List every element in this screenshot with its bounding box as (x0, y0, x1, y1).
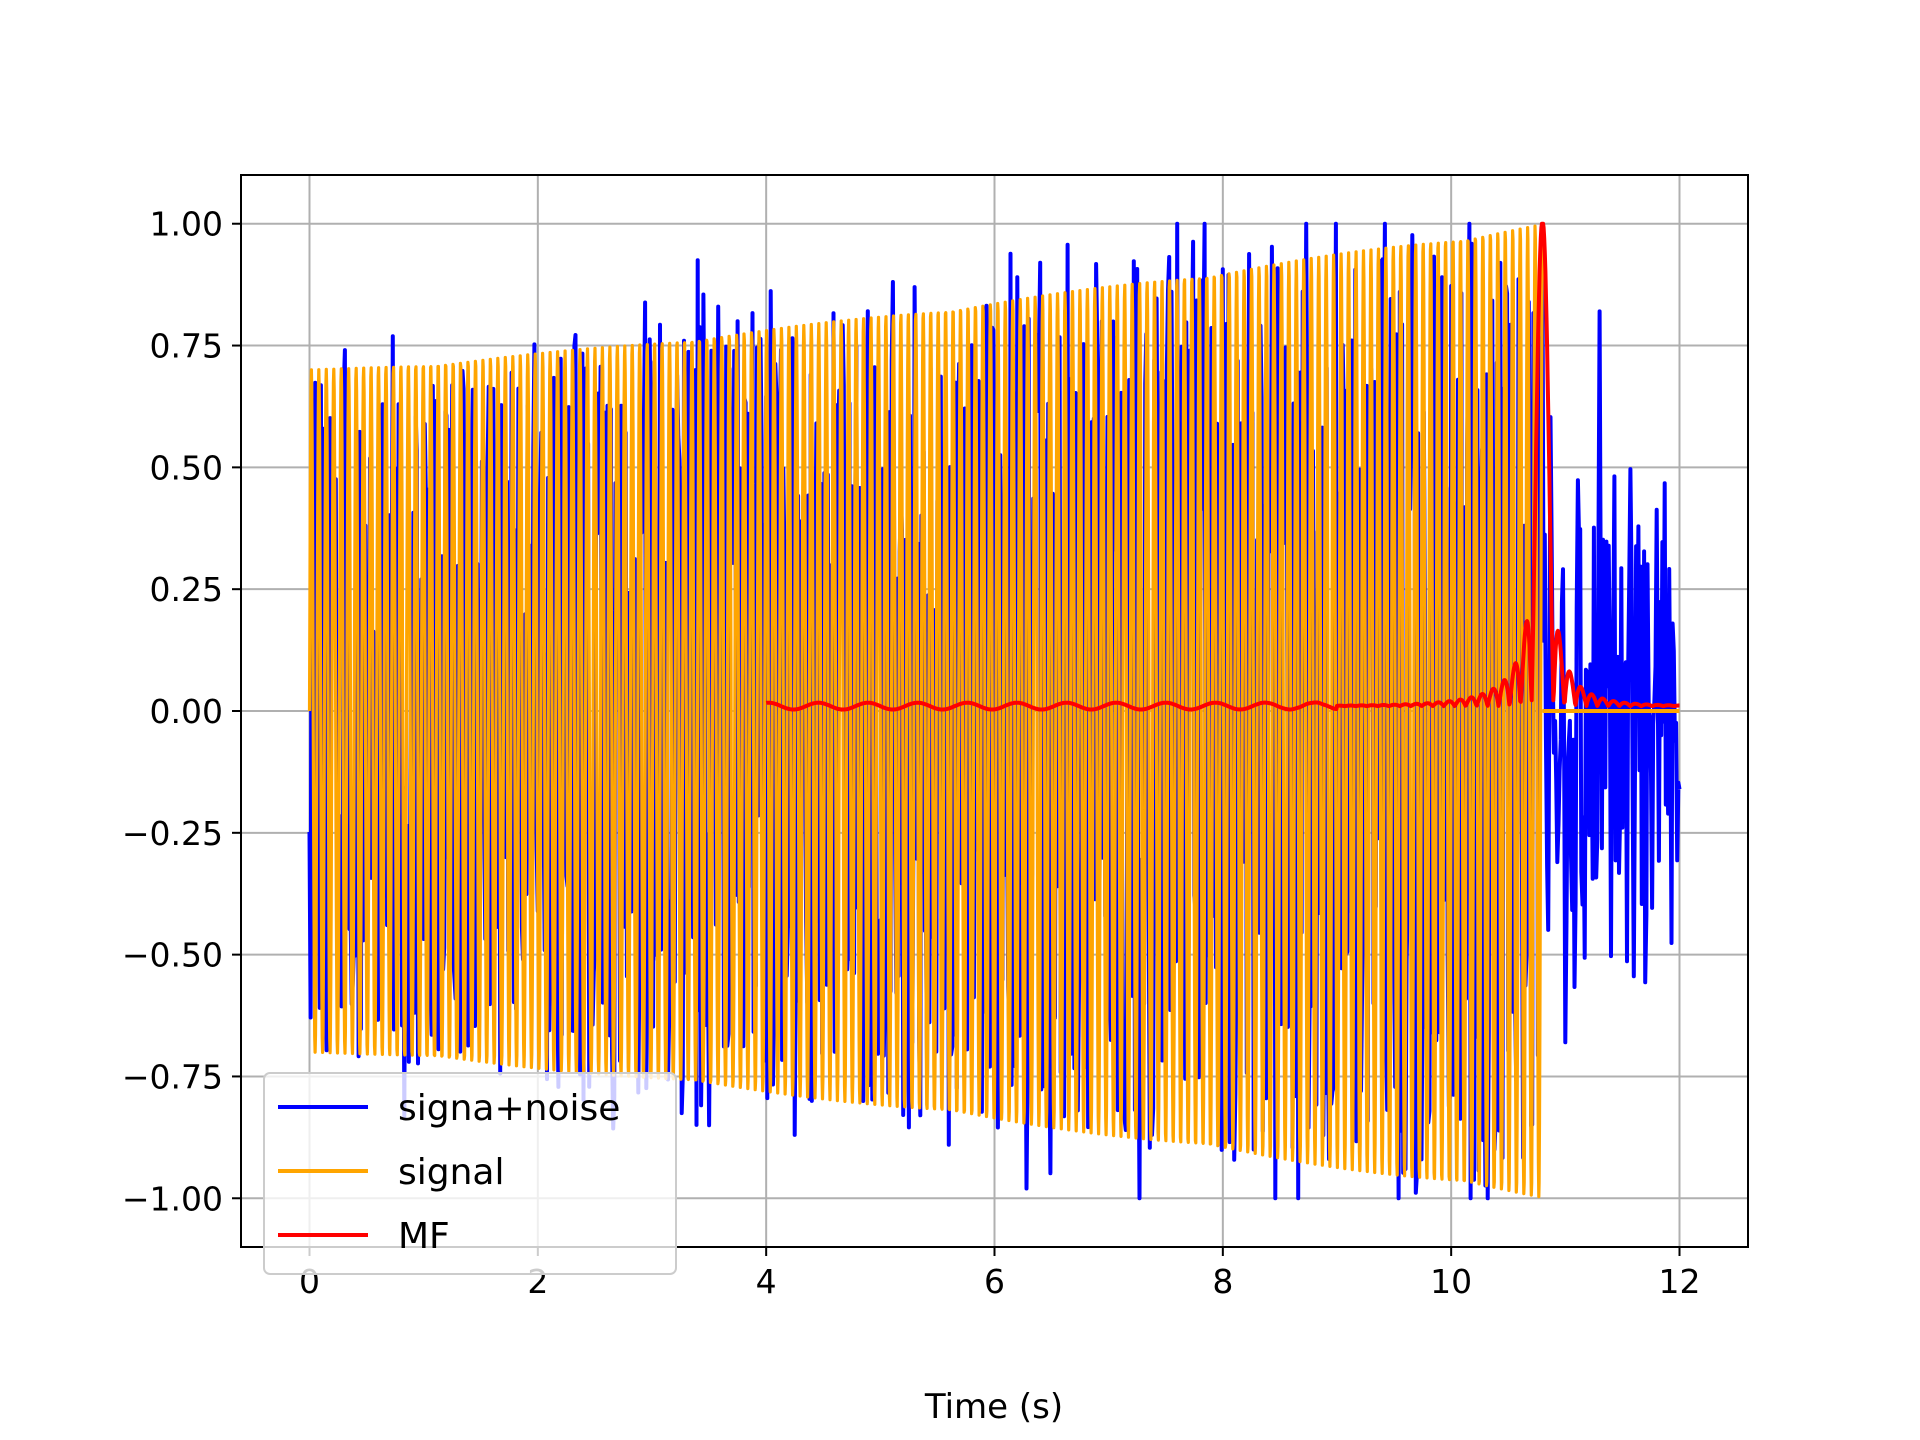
x-tick-label: 6 (984, 1262, 1005, 1301)
y-tick-label: −0.25 (122, 814, 223, 853)
y-tick-label: −0.75 (122, 1057, 223, 1096)
legend-label-mf: MF (398, 1216, 450, 1257)
y-tick-label: −1.00 (122, 1179, 223, 1218)
x-axis-label: Time (s) (924, 1387, 1063, 1427)
legend-box (263, 1072, 677, 1275)
y-tick-label: 0.75 (150, 327, 223, 366)
legend-label-signal: signal (398, 1152, 505, 1193)
y-tick-label: 0.00 (150, 692, 223, 731)
series-layer (307, 221, 1682, 1201)
y-tick-label: 1.00 (150, 205, 223, 244)
y-tick-label: 0.25 (150, 570, 223, 609)
x-tick-label: 10 (1430, 1262, 1472, 1301)
legend-label-signa-noise: signa+noise (398, 1088, 620, 1129)
x-tick-label: 4 (756, 1262, 777, 1301)
x-tick-label: 12 (1659, 1262, 1701, 1301)
series-line-signal (307, 224, 1545, 1199)
y-tick-label: −0.50 (122, 936, 223, 975)
y-tick-label: 0.50 (150, 448, 223, 487)
x-tick-label: 8 (1212, 1262, 1233, 1301)
series-line-mf (764, 221, 1681, 712)
legend: signa+noise signal MF (263, 1072, 677, 1275)
